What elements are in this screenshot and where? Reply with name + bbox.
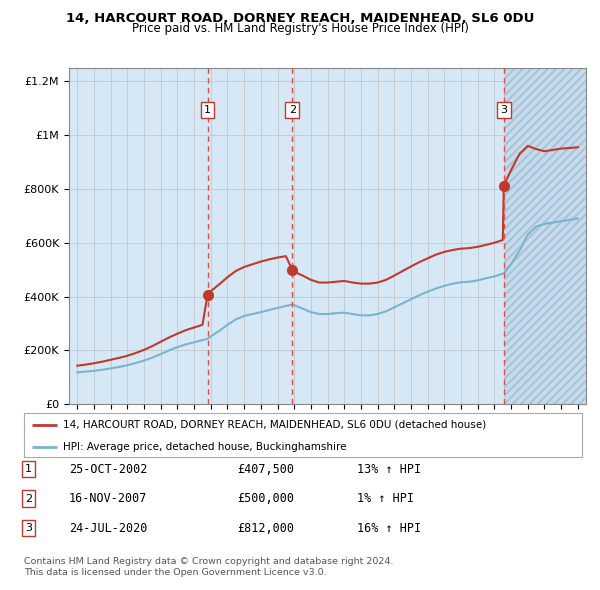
Text: 1: 1 [204, 105, 211, 115]
Text: 1: 1 [25, 464, 32, 474]
Text: HPI: Average price, detached house, Buckinghamshire: HPI: Average price, detached house, Buck… [63, 442, 347, 451]
Text: 2: 2 [289, 105, 296, 115]
Text: 2: 2 [25, 494, 32, 503]
Text: 25-OCT-2002: 25-OCT-2002 [69, 463, 148, 476]
Text: 16-NOV-2007: 16-NOV-2007 [69, 492, 148, 505]
Text: 3: 3 [500, 105, 507, 115]
Bar [504, 68, 586, 404]
Bar [504, 68, 586, 404]
Text: £500,000: £500,000 [237, 492, 294, 505]
Text: £812,000: £812,000 [237, 522, 294, 535]
Text: £407,500: £407,500 [237, 463, 294, 476]
Text: 1% ↑ HPI: 1% ↑ HPI [357, 492, 414, 505]
Text: 14, HARCOURT ROAD, DORNEY REACH, MAIDENHEAD, SL6 0DU (detached house): 14, HARCOURT ROAD, DORNEY REACH, MAIDENH… [63, 419, 487, 430]
Text: This data is licensed under the Open Government Licence v3.0.: This data is licensed under the Open Gov… [24, 568, 326, 577]
Text: 13% ↑ HPI: 13% ↑ HPI [357, 463, 421, 476]
Text: Contains HM Land Registry data © Crown copyright and database right 2024.: Contains HM Land Registry data © Crown c… [24, 558, 394, 566]
Text: 14, HARCOURT ROAD, DORNEY REACH, MAIDENHEAD, SL6 0DU: 14, HARCOURT ROAD, DORNEY REACH, MAIDENH… [66, 12, 534, 25]
Text: 16% ↑ HPI: 16% ↑ HPI [357, 522, 421, 535]
Text: Price paid vs. HM Land Registry's House Price Index (HPI): Price paid vs. HM Land Registry's House … [131, 22, 469, 35]
Text: 24-JUL-2020: 24-JUL-2020 [69, 522, 148, 535]
Text: 3: 3 [25, 523, 32, 533]
